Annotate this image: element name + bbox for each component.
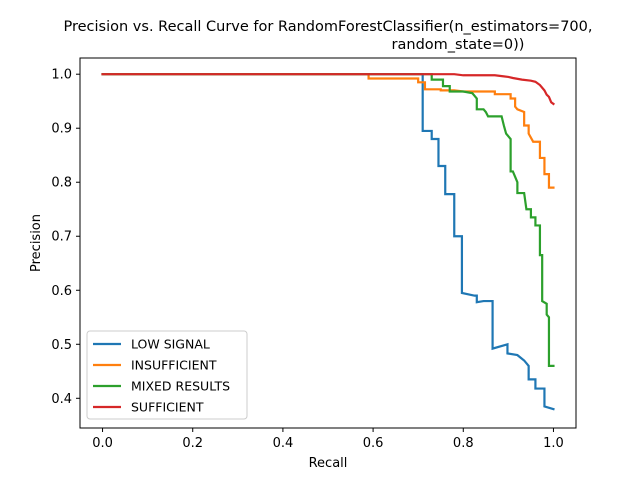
series-line-low-signal — [101, 73, 555, 411]
y-tick-label: 0.7 — [51, 230, 72, 245]
x-axis-ticks: 0.0 0.2 0.4 0.6 0.8 1.0 — [92, 428, 564, 451]
x-tick-label: 0.8 — [453, 436, 474, 451]
chart-title-line2: random_state=0)) — [392, 37, 525, 53]
y-tick-label: 0.9 — [51, 122, 72, 137]
legend-label: INSUFFICIENT — [131, 358, 217, 373]
y-tick-label: 0.5 — [51, 338, 72, 353]
legend-label: LOW SIGNAL — [131, 337, 210, 352]
series-group — [101, 73, 555, 411]
plot-frame — [79, 57, 577, 429]
plot-area — [79, 57, 577, 429]
y-tick-label: 0.6 — [51, 284, 72, 299]
legend-label: SUFFICIENT — [131, 400, 204, 415]
y-tick-label: 0.4 — [51, 392, 72, 407]
x-axis-label: Recall — [309, 456, 348, 471]
x-tick-label: 0.4 — [273, 436, 294, 451]
legend-box — [86, 330, 248, 420]
y-tick-label: 1.0 — [51, 68, 72, 83]
series-line-mixed-results — [101, 73, 555, 367]
series-line-insufficient — [101, 73, 555, 189]
series-line-sufficient — [101, 73, 555, 106]
x-tick-label: 0.2 — [182, 436, 203, 451]
y-tick-label: 0.8 — [51, 176, 72, 191]
legend: LOW SIGNAL INSUFFICIENT MIXED RESULTS SUFFI… — [86, 330, 248, 420]
x-tick-label: 0.0 — [92, 436, 113, 451]
chart-title-line1: Precision vs. Recall Curve for RandomFor… — [64, 19, 593, 35]
x-tick-label: 0.6 — [363, 436, 384, 451]
y-axis-label: Precision — [29, 214, 44, 272]
legend-label: MIXED RESULTS — [131, 379, 230, 394]
x-tick-label: 1.0 — [543, 436, 564, 451]
y-axis-ticks: 0.4 0.5 0.6 0.7 0.8 0.9 1.0 — [51, 68, 80, 407]
